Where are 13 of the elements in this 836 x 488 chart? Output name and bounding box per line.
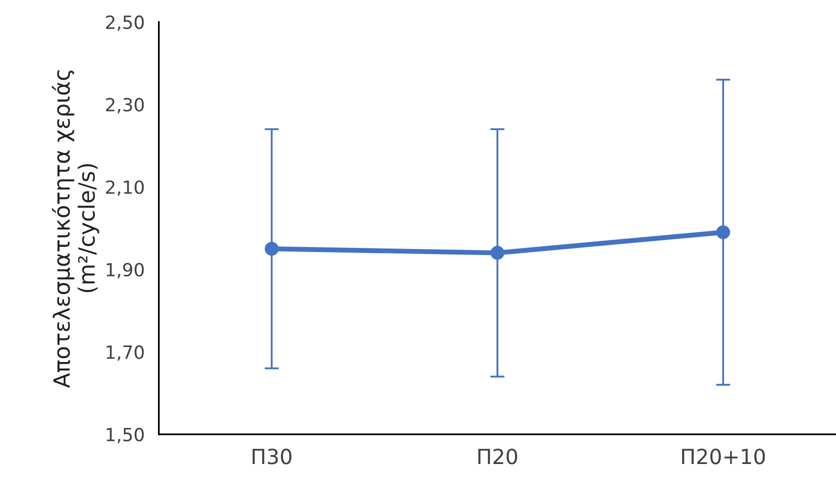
y-tick-label: 2,10	[106, 180, 144, 196]
y-axis-title: Αποτελεσματικότητα χεριάς (m²/cycle/s)	[52, 70, 100, 388]
x-tick-label: Π30	[252, 448, 292, 464]
y-tick-label: 2,30	[106, 98, 144, 114]
point	[490, 246, 504, 260]
x-tick-label: Π20+10	[682, 448, 765, 464]
y-tick-label: 1,50	[106, 428, 144, 444]
y-tick-label: 1,90	[106, 262, 144, 278]
point	[716, 225, 730, 240]
point	[264, 242, 279, 256]
y-tick-label: 1,70	[106, 345, 144, 361]
y-tick-label: 2,50	[106, 15, 144, 31]
x-tick-label: Π20	[478, 448, 518, 464]
